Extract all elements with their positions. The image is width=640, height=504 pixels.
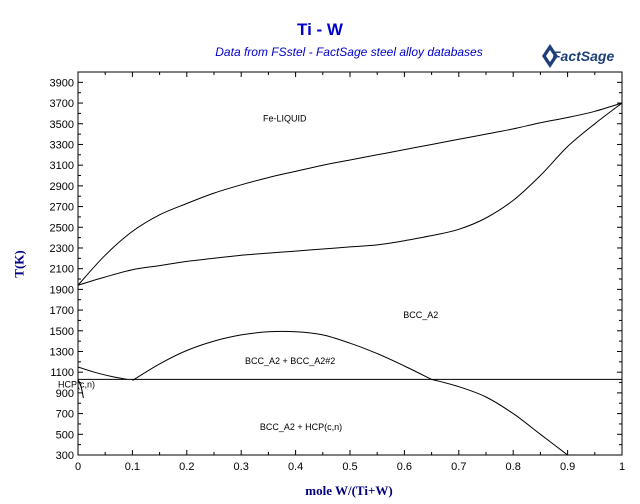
y-tick-label: 3300 [50,139,74,151]
x-tick-label: 0.6 [397,461,412,473]
phase-region-label: HCP(c,n) [58,380,95,390]
phase-region-label: BCC_A2 [403,310,438,320]
chart-subtitle: Data from FSstel - FactSage steel alloy … [215,45,483,59]
phase-boundary-line-6 [431,378,569,455]
phase-boundary-line-0 [78,102,622,286]
y-tick-label: 700 [56,409,74,421]
y-tick-label: 2500 [50,222,74,234]
phase-region-label: BCC_A2 + HCP(c,n) [260,422,342,432]
factsage-logo: FactSage [542,44,614,68]
x-tick-label: 1 [619,461,625,473]
y-tick-label: 1500 [50,326,74,338]
x-tick-label: 0.1 [125,461,140,473]
phase-boundary-line-4 [78,366,128,380]
x-tick-label: 0.8 [506,461,521,473]
phase-region-label: BCC_A2 + BCC_A2#2 [245,356,335,366]
y-tick-label: 500 [56,429,74,441]
phase-region-label: Fe-LIQUID [263,114,307,124]
phase-boundary-line-1 [78,102,622,286]
y-tick-label: 1900 [50,284,74,296]
x-axis-label: mole W/(Ti+W) [305,483,393,498]
y-tick-label: 2300 [50,243,74,255]
y-tick-label: 2100 [50,264,74,276]
plot-frame [77,71,623,456]
x-tick-label: 0.2 [179,461,194,473]
y-tick-label: 3500 [50,119,74,131]
y-tick-label: 1100 [50,367,74,379]
logo-text: FactSage [552,48,614,64]
x-tick-label: 0.9 [560,461,575,473]
y-tick-label: 3700 [50,98,74,110]
y-tick-label: 1700 [50,305,74,317]
y-tick-label: 1300 [50,346,74,358]
y-tick-label: 2900 [50,181,74,193]
y-tick-label: 3900 [50,77,74,89]
x-tick-label: 0.3 [234,461,249,473]
phase-boundary-line-5 [78,379,84,399]
y-tick-label: 900 [56,388,74,400]
x-tick-label: 0 [75,461,81,473]
chart-title: Ti - W [297,20,343,39]
y-tick-label: 300 [56,450,74,462]
y-tick-label: 2700 [50,202,74,214]
phase-boundary-line-2 [132,330,432,381]
x-tick-label: 0.4 [288,461,303,473]
y-tick-label: 3100 [50,160,74,172]
x-tick-label: 0.5 [342,461,357,473]
x-tick-label: 0.7 [451,461,466,473]
